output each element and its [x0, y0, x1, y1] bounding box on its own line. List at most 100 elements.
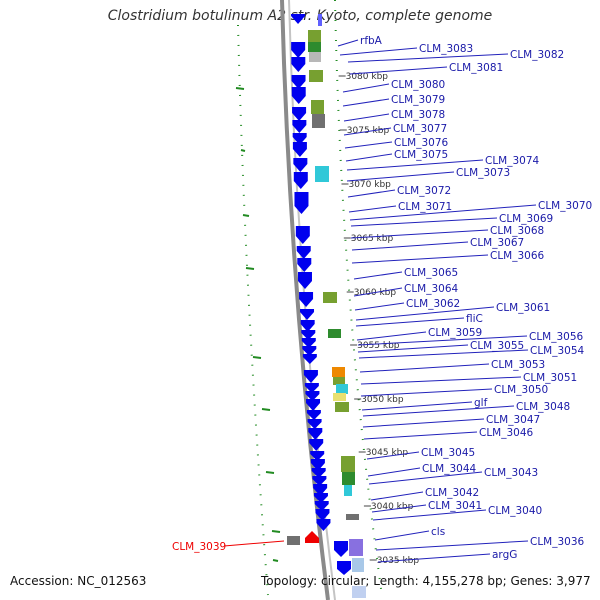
gene-label-group[interactable]: CLM_3075 — [345, 149, 448, 162]
gene-label[interactable]: CLM_3073 — [456, 167, 510, 179]
gene-label[interactable]: CLM_3077 — [393, 123, 447, 135]
gene-label[interactable]: CLM_3062 — [406, 298, 460, 310]
gene-label-group[interactable]: cls — [374, 526, 445, 541]
forward-gene-arrow — [306, 410, 321, 420]
forward-gene-arrow — [294, 192, 309, 214]
gene-label-group[interactable]: CLM_3050 — [360, 384, 548, 397]
gene-label-group[interactable]: CLM_3066 — [351, 250, 545, 264]
gene-label-group[interactable]: CLM_3054 — [358, 345, 585, 359]
gene-label[interactable]: rfbA — [360, 35, 383, 47]
gene-label[interactable]: CLM_3071 — [398, 201, 452, 213]
gene-label[interactable]: CLM_3059 — [428, 327, 482, 339]
gene-label-group[interactable]: CLM_3041 — [371, 500, 482, 513]
gene-label[interactable]: glf — [474, 397, 488, 409]
gene-label[interactable]: fliC — [466, 313, 483, 325]
gene-label-group[interactable]: CLM_3045 — [366, 447, 475, 460]
gene-label-group[interactable]: CLM_3070 — [349, 200, 592, 221]
gene-label-group[interactable]: CLM_3048 — [362, 401, 570, 417]
gene-label-group[interactable]: CLM_3073 — [346, 167, 510, 182]
gene-label[interactable]: CLM_3069 — [499, 213, 553, 225]
gene-label-group[interactable]: CLM_3046 — [363, 427, 534, 440]
gene-label[interactable]: CLM_3074 — [485, 155, 540, 167]
gene-label-group[interactable]: CLM_3051 — [360, 372, 577, 385]
gene-label[interactable]: CLM_3050 — [494, 384, 548, 396]
gene-label[interactable]: CLM_3078 — [391, 109, 445, 121]
gene-label-group[interactable]: CLM_3079 — [342, 94, 445, 107]
gene-label-group[interactable]: CLM_3068 — [350, 225, 544, 239]
gene-label[interactable]: CLM_3051 — [523, 372, 577, 384]
gene-label-group[interactable]: CLM_3043 — [368, 467, 538, 485]
highlighted-gene-label-group[interactable]: CLM_3039 — [172, 540, 285, 553]
gene-label[interactable]: CLM_3065 — [404, 267, 458, 279]
gene-label[interactable]: CLM_3048 — [516, 401, 570, 413]
gene-label[interactable]: CLM_3036 — [530, 536, 585, 548]
gene-label[interactable]: CLM_3041 — [428, 500, 482, 512]
gene-label-group[interactable]: CLM_3040 — [372, 505, 542, 521]
gene-label-group[interactable]: CLM_3059 — [356, 327, 482, 341]
gene-label-group[interactable]: CLM_3042 — [370, 487, 479, 501]
gene-label-group[interactable]: CLM_3076 — [344, 137, 449, 149]
highlighted-gene-label[interactable]: CLM_3039 — [172, 541, 226, 553]
gene-label-group[interactable]: CLM_3055 — [357, 340, 524, 353]
gene-label-group[interactable]: CLM_3077 — [343, 123, 447, 136]
gene-label-group[interactable]: fliC — [355, 313, 483, 327]
gene-label-group[interactable]: CLM_3072 — [347, 185, 451, 198]
gene-label[interactable]: CLM_3042 — [425, 487, 479, 499]
gene-label-connector — [355, 317, 465, 327]
gene-label[interactable]: CLM_3056 — [529, 331, 584, 343]
forward-gene-arrow — [292, 107, 307, 121]
gene-label[interactable]: cls — [431, 526, 445, 538]
gene-label[interactable]: CLM_3079 — [391, 94, 445, 106]
gene-label[interactable]: CLM_3066 — [490, 250, 545, 262]
gene-label[interactable]: CLM_3043 — [484, 467, 538, 479]
gene-label-connector — [339, 47, 418, 56]
gene-label-group[interactable]: CLM_3071 — [348, 201, 452, 213]
gene-label-group[interactable]: CLM_3036 — [375, 536, 585, 551]
gene-label[interactable]: CLM_3045 — [421, 447, 475, 459]
gene-label-group[interactable]: argG — [377, 549, 517, 563]
gene-label[interactable]: CLM_3081 — [449, 62, 503, 74]
forward-gene-arrow — [334, 541, 348, 557]
gene-label-group[interactable]: CLM_3053 — [359, 359, 545, 373]
gene-label[interactable]: CLM_3044 — [422, 463, 477, 475]
gene-label[interactable]: CLM_3080 — [391, 79, 445, 91]
gene-label[interactable]: CLM_3055 — [470, 340, 524, 352]
scale-tick-label: 3050 kbp — [361, 395, 404, 405]
gene-label[interactable]: CLM_3070 — [538, 200, 592, 212]
gene-label[interactable]: argG — [492, 549, 517, 561]
gene-label[interactable]: CLM_3054 — [530, 345, 585, 357]
gene-label[interactable]: CLM_3046 — [479, 427, 534, 439]
gene-label[interactable]: CLM_3061 — [496, 302, 550, 314]
gene-label-group[interactable]: CLM_3081 — [349, 62, 503, 75]
gene-label-group[interactable]: CLM_3074 — [346, 155, 540, 171]
forward-gene-arrow — [291, 75, 306, 89]
gene-label[interactable]: CLM_3082 — [510, 49, 564, 61]
gene-label-group[interactable]: CLM_3082 — [347, 49, 564, 63]
gene-label-group[interactable]: rfbA — [337, 35, 383, 47]
gene-label-group[interactable]: CLM_3078 — [343, 109, 445, 122]
gene-label[interactable]: CLM_3075 — [394, 149, 448, 161]
gene-label-group[interactable]: CLM_3047 — [362, 414, 540, 428]
gene-label[interactable]: CLM_3053 — [491, 359, 545, 371]
gene-label[interactable]: CLM_3076 — [394, 137, 449, 149]
gene-label-connector — [354, 302, 405, 311]
gene-label-group[interactable]: CLM_3067 — [351, 237, 524, 251]
gene-label[interactable]: CLM_3067 — [470, 237, 524, 249]
gene-label-group[interactable]: CLM_3062 — [354, 298, 460, 311]
gene-label[interactable]: CLM_3072 — [397, 185, 451, 197]
gene-label-group[interactable]: CLM_3083 — [339, 43, 473, 56]
gene-label-group[interactable]: CLM_3069 — [350, 213, 553, 227]
gene-label-group[interactable]: CLM_3080 — [342, 79, 445, 93]
gene-label[interactable]: CLM_3064 — [404, 283, 459, 295]
gene-label[interactable]: CLM_3083 — [419, 43, 473, 55]
gene-label[interactable]: CLM_3040 — [488, 505, 542, 517]
gene-label-group[interactable]: CLM_3061 — [355, 302, 550, 321]
gene-label-group[interactable]: CLM_3065 — [353, 267, 458, 280]
gene-label[interactable]: CLM_3047 — [486, 414, 540, 426]
gene-label-group[interactable]: glf — [361, 397, 488, 411]
gene-label-group[interactable]: CLM_3044 — [367, 463, 477, 477]
gene-label-group[interactable]: CLM_3056 — [357, 331, 584, 346]
gene-label-group[interactable]: CLM_3064 — [353, 283, 459, 297]
gene-label[interactable]: CLM_3068 — [490, 225, 544, 237]
